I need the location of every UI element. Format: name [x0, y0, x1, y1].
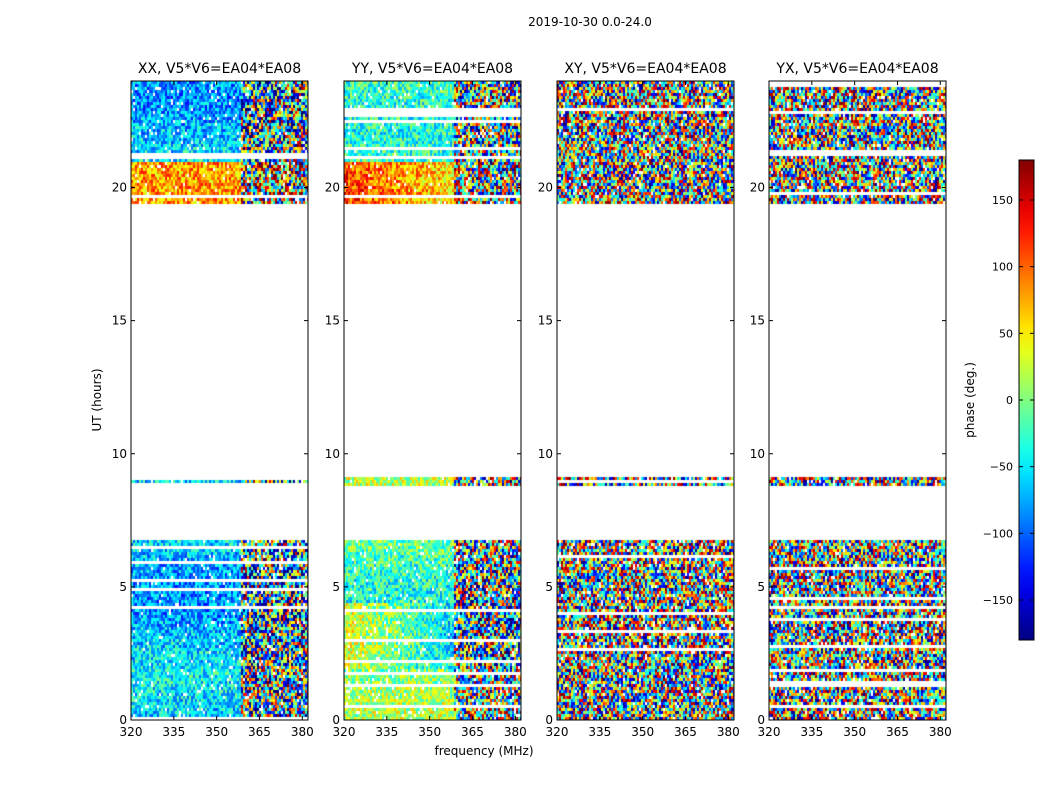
x-tick-label: 320: [758, 725, 781, 739]
panel-xy: XY, V5*V6=EA04*EA08 320 335 350 365 380 0 5 10 15…: [538, 61, 740, 739]
panel-yy: YY, V5*V6=EA04*EA08 320 335 350 365 380 0 5 10 15…: [325, 61, 527, 739]
colorbar-tick-label: −150: [983, 594, 1013, 607]
panel-xx: XX, V5*V6=EA04*EA08 320 335 350 365 380 0 5 10 15…: [112, 61, 314, 739]
y-tick-label: 0: [119, 713, 127, 727]
axes-frame: [768, 80, 947, 721]
axes-frame: [556, 80, 735, 721]
y-axis-label: UT (hours): [90, 368, 104, 431]
phase-heatmap: [769, 81, 946, 720]
panel-title: XY, V5*V6=EA04*EA08: [564, 61, 726, 77]
x-tick-label: 350: [631, 725, 654, 739]
x-axis-label: frequency (MHz): [434, 744, 533, 758]
y-tick-label: 15: [750, 314, 765, 328]
y-tick-label: 0: [545, 713, 553, 727]
x-tick-label: 335: [162, 725, 185, 739]
x-tick-label: 335: [375, 725, 398, 739]
y-tick-label: 10: [750, 447, 765, 461]
x-tick-label: 320: [546, 725, 569, 739]
x-tick-label: 380: [717, 725, 740, 739]
colorbar: −150 −100 −50 0 50 100 150: [983, 159, 1035, 641]
suptitle: 2019-10-30 0.0-24.0: [528, 15, 652, 29]
phase-heatmap: [131, 81, 308, 720]
panels: XX, V5*V6=EA04*EA08 320 335 350 365 380 0 5 10 15…: [112, 61, 952, 739]
y-tick-label: 15: [112, 314, 127, 328]
y-tick-label: 10: [112, 447, 127, 461]
axes-frame: [343, 80, 522, 721]
x-tick-label: 320: [120, 725, 143, 739]
axes-frame: [130, 80, 309, 721]
y-tick-label: 5: [332, 580, 340, 594]
panel-title: YX, V5*V6=EA04*EA08: [775, 61, 938, 77]
colorbar-tick-label: 150: [992, 194, 1013, 207]
panel-title: YY, V5*V6=EA04*EA08: [351, 61, 513, 77]
y-tick-label: 5: [757, 580, 765, 594]
x-tick-label: 335: [588, 725, 611, 739]
y-tick-label: 10: [538, 447, 553, 461]
y-tick-label: 15: [538, 314, 553, 328]
phase-heatmap: [344, 81, 521, 720]
colorbar-tick-label: 0: [1006, 394, 1013, 407]
colorbar-tick-label: 50: [999, 327, 1013, 340]
y-tick-label: 0: [332, 713, 340, 727]
y-tick-label: 20: [750, 181, 765, 195]
x-tick-label: 380: [504, 725, 527, 739]
x-tick-label: 365: [248, 725, 271, 739]
x-tick-label: 365: [461, 725, 484, 739]
x-tick-label: 350: [205, 725, 228, 739]
y-tick-label: 20: [325, 181, 340, 195]
y-tick-label: 20: [112, 181, 127, 195]
colorbar-label: phase (deg.): [963, 362, 977, 438]
x-tick-label: 380: [291, 725, 314, 739]
colorbar-tick-label: 100: [992, 261, 1013, 274]
x-tick-label: 350: [843, 725, 866, 739]
y-tick-label: 15: [325, 314, 340, 328]
x-tick-label: 380: [929, 725, 952, 739]
y-tick-label: 10: [325, 447, 340, 461]
x-tick-label: 350: [418, 725, 441, 739]
panel-title: XX, V5*V6=EA04*EA08: [138, 61, 301, 77]
x-tick-label: 320: [333, 725, 356, 739]
x-tick-label: 365: [674, 725, 697, 739]
y-tick-label: 5: [545, 580, 553, 594]
y-tick-label: 0: [757, 713, 765, 727]
x-tick-label: 365: [886, 725, 909, 739]
colorbar-tick-label: −50: [990, 461, 1013, 474]
y-tick-label: 5: [119, 580, 127, 594]
phase-heatmap: [557, 81, 734, 720]
panel-yx: YX, V5*V6=EA04*EA08 320 335 350 365 380 0 5 10 15…: [750, 61, 952, 739]
y-tick-label: 20: [538, 181, 553, 195]
colorbar-tick-label: −100: [983, 527, 1013, 540]
x-tick-label: 335: [800, 725, 823, 739]
